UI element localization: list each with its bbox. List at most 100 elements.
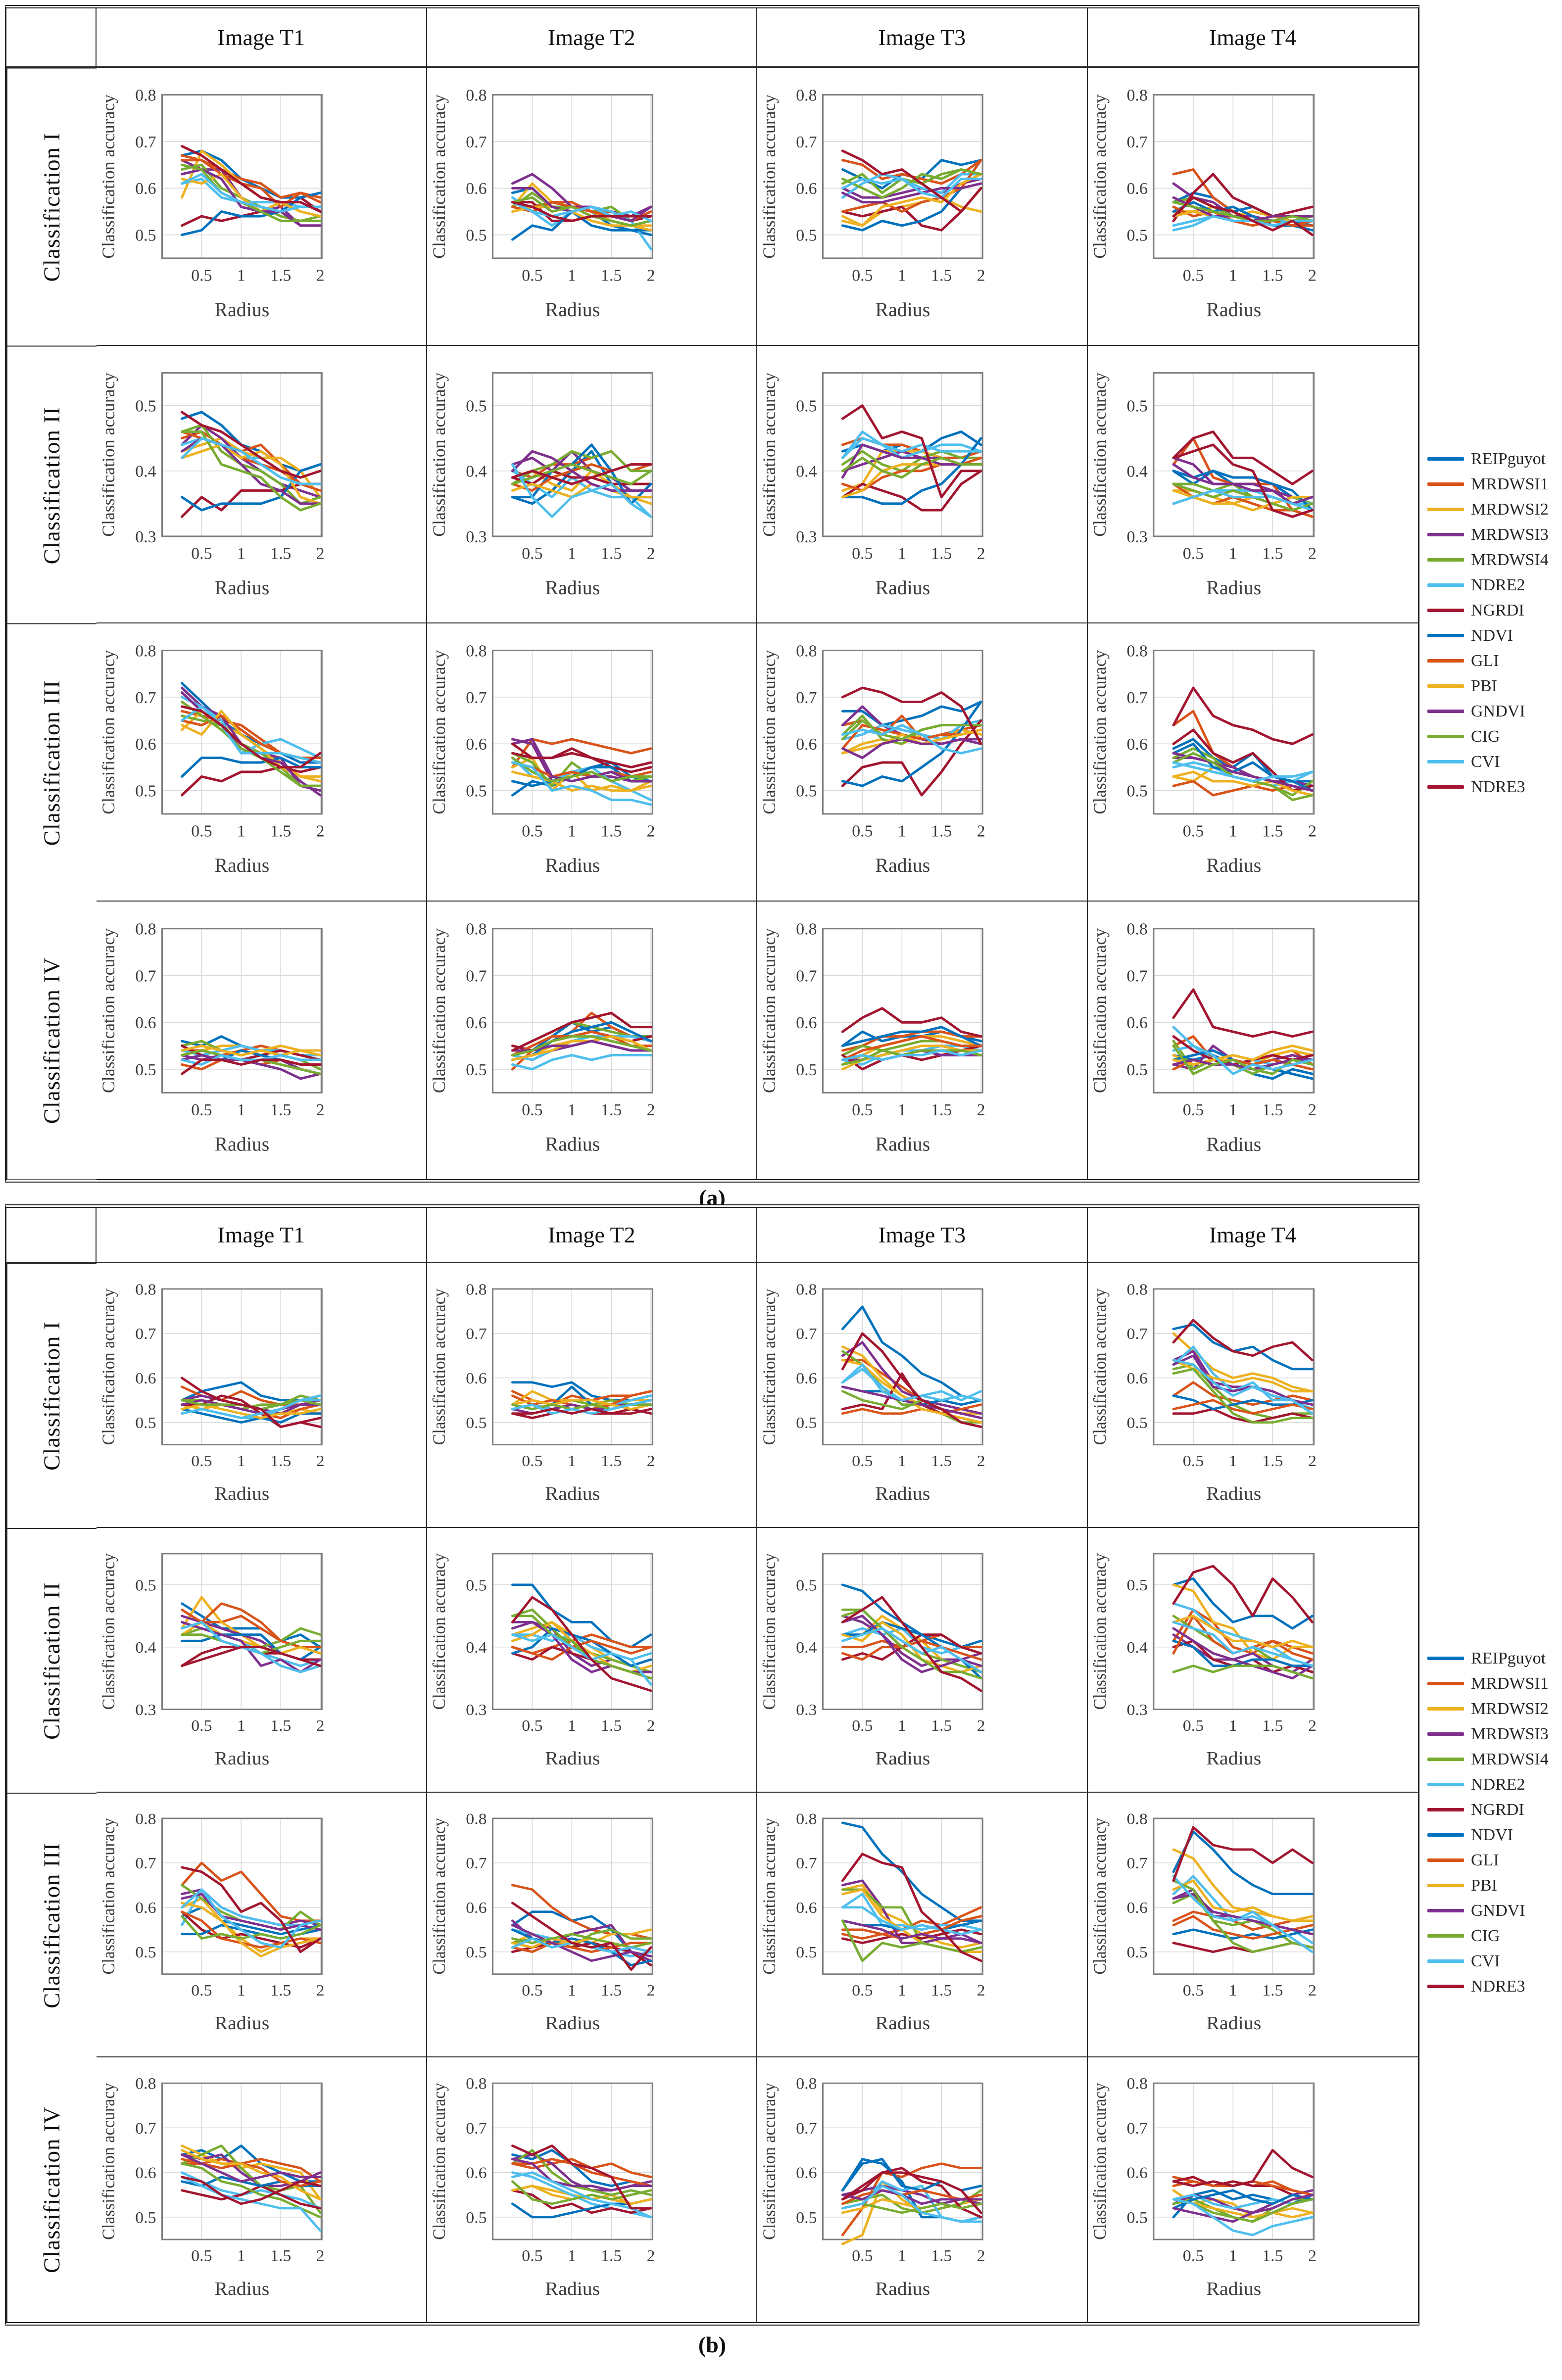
legend-line-swatch [1427,508,1464,511]
y-tick-label: 0.8 [466,642,487,661]
x-tick-label: 2 [646,1982,655,1999]
x-tick-label: 0.5 [1182,2247,1203,2265]
y-tick-label: 0.5 [1126,227,1147,245]
subplot-chart: 0.5 0.6 0.7 0.8 0.5 1 1.5 2 Classification accur… [429,2075,655,2299]
x-tick-label: 2 [977,1717,985,1735]
legend-line-swatch [1427,1833,1464,1837]
x-tick-label: 1 [898,2247,906,2265]
column-header: Image T3 [757,8,1088,68]
y-tick-label: 0.5 [796,782,817,801]
series-line-PBI [841,173,982,227]
x-tick-label: 2 [646,544,655,563]
series-line-GNDVI [841,738,982,760]
chart-cell: 0.5 0.6 0.7 0.8 0.5 1 1.5 2 Classification accur… [1087,901,1418,1179]
x-tick-label: 0.5 [191,822,212,841]
axes-box [491,650,653,815]
legend-item: GNDVI [1427,699,1560,724]
y-tick-label: 0.7 [466,1855,487,1872]
series-line-CIG [841,456,982,478]
series-line-CIG [180,2162,322,2219]
x-tick-label: 2 [646,1717,655,1735]
y-axis-label: Classification accuracy [759,2083,779,2240]
x-tick-label: 1.5 [601,1717,622,1735]
y-axis-label: Classification accuracy [1090,2083,1110,2240]
y-axis-label: Classification accuracy [98,372,118,536]
y-tick-label: 0.5 [135,782,156,801]
y-tick-label: 0.7 [796,2120,817,2138]
y-tick-label: 0.6 [796,180,817,198]
series-line-GLI [180,1602,322,1649]
series-line-PBI [1172,1359,1314,1393]
legend-label: GLI [1471,1851,1499,1869]
x-axis-label: Radius [876,299,930,321]
legend-item: GNDVI [1427,1898,1560,1923]
y-axis-label: Classification accuracy [429,928,448,1093]
series-line-CVI [841,2185,982,2223]
x-tick-label: 2 [316,267,325,285]
series-line-CIG [1172,482,1314,512]
legend-line-swatch [1427,1707,1464,1711]
y-tick-label: 0.6 [1126,735,1147,754]
x-axis-label: Radius [215,1133,270,1155]
chart-cell: 0.5 0.6 0.7 0.8 0.5 1 1.5 2 Classification accur… [757,623,1088,902]
legend-item: MRDWSI1 [1427,1671,1560,1696]
y-axis-label: Classification accuracy [1089,372,1109,536]
axes-box [491,1817,653,1975]
x-tick-label: 1 [1228,1982,1237,1999]
y-tick-label: 0.8 [1126,87,1147,105]
chart-cell: 0.5 0.6 0.7 0.8 0.5 1 1.5 2 Classification accur… [757,68,1088,346]
series-line-GNDVI [841,1385,982,1420]
x-tick-label: 0.5 [191,1982,212,1999]
column-header: Image T2 [427,1208,757,1263]
x-tick-label: 2 [646,822,655,841]
legend-item: CVI [1427,749,1560,774]
legend-line-swatch [1427,659,1464,663]
legend-line-swatch [1427,457,1464,461]
y-tick-label: 0.7 [135,1326,156,1343]
legend-line-swatch [1427,1758,1464,1761]
series-line-CIG [1172,201,1314,222]
y-tick-label: 0.6 [1126,2164,1147,2182]
legend-line-swatch [1427,785,1464,789]
legend-item: MRDWSI2 [1427,1696,1560,1721]
x-tick-label: 2 [1308,1101,1316,1119]
x-tick-label: 1 [898,1717,906,1735]
x-axis-label: Radius [876,1483,930,1504]
series-line-CIG [841,1919,982,1962]
series-line-NDRE2 [841,173,982,199]
legend-label: CIG [1471,727,1500,746]
row-header: Classification II [6,1528,97,1793]
x-tick-label: 1 [237,822,245,841]
row-header: Classification II [6,345,97,623]
x-tick-label: 0.5 [1182,1982,1203,1999]
y-tick-label: 0.5 [796,1944,817,1961]
series-line-PBI [180,710,322,783]
x-tick-label: 1.5 [931,822,952,841]
axes-box [822,650,983,815]
y-tick-label: 0.6 [796,1014,817,1032]
series-line-NDRE2 [841,719,982,741]
y-tick-label: 0.3 [796,527,817,546]
chart-cell: 0.5 0.6 0.7 0.8 0.5 1 1.5 2 Classification accur… [757,2057,1088,2322]
y-tick-label: 0.8 [135,642,156,661]
series-line-NDVI [180,191,322,237]
series-line-MRDWSI1 [180,1861,322,1922]
y-axis-label: Classification accuracy [98,928,118,1093]
y-tick-label: 0.6 [796,1370,817,1387]
legend-line-swatch [1427,684,1464,688]
chart-cell: 0.5 0.6 0.7 0.8 0.5 1 1.5 2 Classification accur… [1087,1793,1418,2057]
axes-box [491,1288,653,1446]
series-line-REIPguyot [1172,1577,1314,1630]
chart-cell: 0.5 0.6 0.7 0.8 0.5 1 1.5 2 Classification accur… [757,1793,1088,2057]
y-axis-label: Classification accuracy [429,650,448,814]
series-line-GLI [1172,1915,1314,1940]
series-line-GLI [841,1035,982,1061]
legend-line-swatch [1427,1682,1464,1685]
x-tick-label: 2 [316,822,325,841]
series-line-CVI [180,705,322,764]
y-axis-label: Classification accuracy [98,1818,118,1975]
chart-cell: 0.5 0.6 0.7 0.8 0.5 1 1.5 2 Classification accur… [757,1263,1088,1528]
x-tick-label: 2 [316,1717,325,1735]
chart-cell: 0.5 0.6 0.7 0.8 0.5 1 1.5 2 Classification accur… [97,2057,427,2322]
legend-label: REIPguyot [1471,1649,1546,1667]
